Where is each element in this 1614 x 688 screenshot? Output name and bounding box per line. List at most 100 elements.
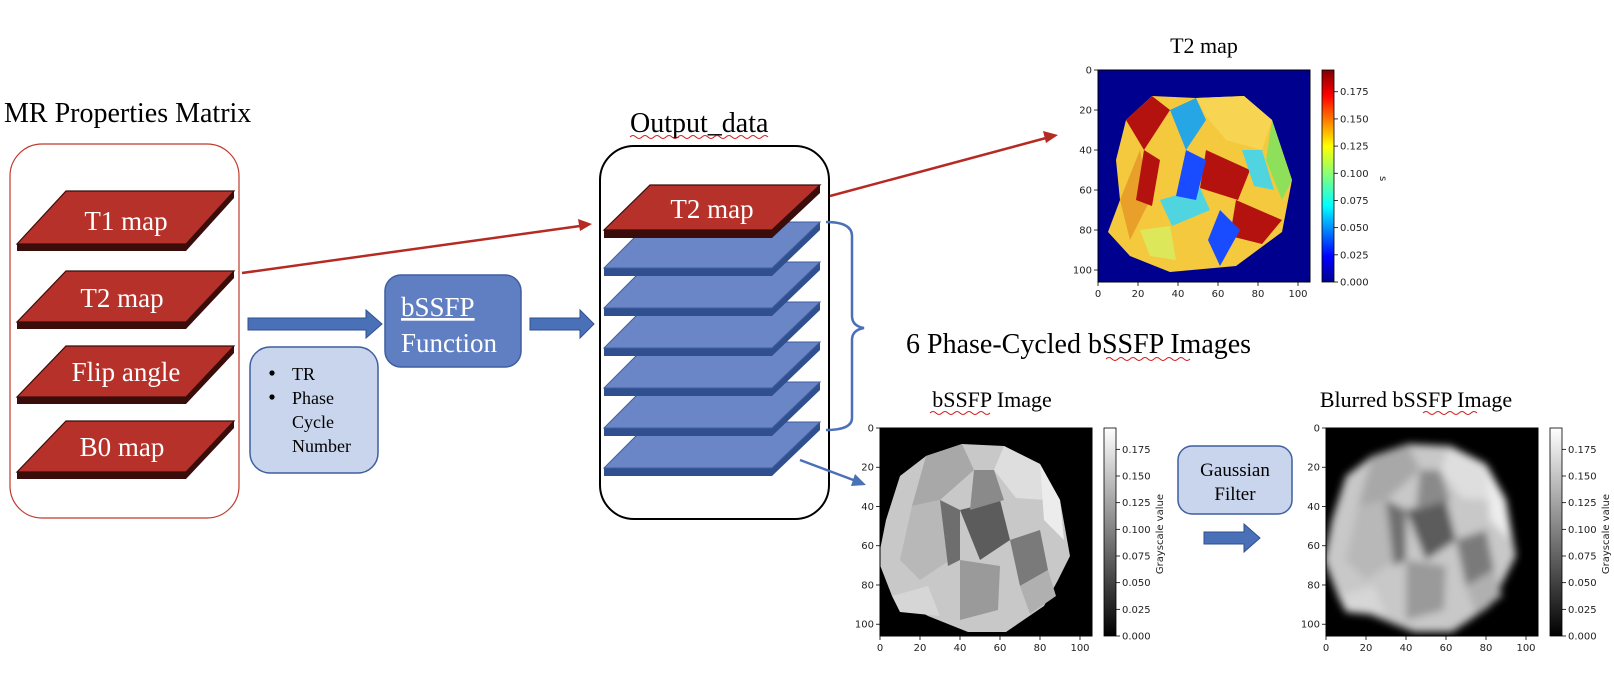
bullet-icon: [269, 394, 275, 400]
cbar-tick-label: 0.025: [1340, 250, 1369, 261]
blurred-title-squiggle: [1422, 411, 1478, 415]
gaussian-filter-box: [1177, 445, 1293, 515]
x-tick-label: 20: [1360, 643, 1373, 654]
cbar-tick-label: 0.050: [1340, 223, 1369, 234]
function-label-1: bSSFP: [401, 292, 475, 322]
blurred-plot-image: [1326, 428, 1538, 636]
gaussian-label-1: Gaussian: [1200, 460, 1270, 481]
t2-colorbar-ticks: 0.000 0.025 0.050 0.075 0.100 0.125 0.150 0.175: [1334, 87, 1369, 289]
blue-layer-stack: [602, 221, 822, 476]
cbar-tick-label: 0.100: [1340, 169, 1369, 180]
x-tick-label: 60: [1212, 289, 1225, 300]
gaussian-label-2: Filter: [1214, 484, 1256, 505]
bssfp-colorbar: [1103, 427, 1117, 637]
bssfp-colorbar-ticks: 0.000 0.025 0.050 0.075 0.100 0.125 0.150 0.175: [1116, 445, 1151, 643]
bssfp-plot-image: [880, 428, 1092, 636]
t2-plot-image: [1098, 70, 1310, 282]
y-tick-label: 20: [1079, 106, 1092, 117]
y-tick-label: 40: [1307, 502, 1320, 513]
blurred-plot-axes: 0 20 40 60 80 100 0 20 40 60 80 100: [1301, 424, 1536, 655]
cbar-tick-label: 0.125: [1122, 498, 1151, 509]
t2-colorbar: [1321, 69, 1335, 283]
y-tick-label: 60: [1307, 541, 1320, 552]
y-tick-label: 80: [1079, 226, 1092, 237]
y-tick-label: 100: [1073, 266, 1092, 277]
function-label-2: Function: [401, 328, 498, 358]
blurred-colorbar-ticks: 0.000 0.025 0.050 0.075 0.100 0.125 0.150 0.175: [1562, 445, 1597, 643]
cbar-tick-label: 0.175: [1122, 445, 1151, 456]
t2-plot-axes: 0 20 40 60 80 100 0 20 40 60 80 100: [1073, 66, 1308, 301]
cbar-tick-label: 0.100: [1122, 525, 1151, 536]
x-tick-label: 60: [994, 643, 1007, 654]
cbar-tick-label: 0.025: [1568, 605, 1597, 616]
bullet-icon: [269, 370, 275, 376]
cbar-tick-label: 0.000: [1568, 632, 1597, 643]
cbar-tick-label: 0.175: [1340, 87, 1369, 98]
x-tick-label: 80: [1034, 643, 1047, 654]
output-title-squiggle: [629, 135, 769, 139]
output-t2-layer: T2 map: [602, 184, 822, 238]
bssfp-plot-frame: [879, 427, 1093, 637]
x-tick-label: 20: [914, 643, 927, 654]
layer-label-t1: T1 map: [84, 206, 167, 236]
param-phase-cycle: Phase Cycle Number: [292, 388, 351, 456]
phase-cycled-label: 6 Phase-Cycled bSSFP Images: [906, 329, 1251, 360]
cbar-tick-label: 0.000: [1122, 632, 1151, 643]
layer-t1-map: T1 map: [15, 190, 236, 251]
x-tick-label: 80: [1480, 643, 1493, 654]
x-tick-label: 40: [1400, 643, 1413, 654]
param-tr: TR: [292, 364, 315, 384]
bssfp-plot-axes: 0 20 40 60 80 100 0 20 40 60 80 100: [855, 424, 1090, 655]
bssfp-colorbar-label: Grayscale value: [1155, 494, 1166, 574]
y-tick-label: 80: [1307, 580, 1320, 591]
x-tick-label: 60: [1440, 643, 1453, 654]
x-tick-label: 40: [954, 643, 967, 654]
layer-b0-map: B0 map: [15, 420, 236, 479]
x-tick-label: 20: [1132, 289, 1145, 300]
cbar-tick-label: 0.150: [1122, 472, 1151, 483]
output-t2-label: T2 map: [670, 194, 753, 224]
x-tick-label: 40: [1172, 289, 1185, 300]
x-tick-label: 100: [1288, 289, 1307, 300]
y-tick-label: 80: [861, 580, 874, 591]
output-title: Output_data: [630, 108, 769, 139]
layer-t2-map: T2 map: [15, 270, 236, 329]
t2-colorbar-label: s: [1377, 176, 1388, 181]
mr-properties-title: MR Properties Matrix: [4, 98, 251, 129]
cbar-tick-label: 0.100: [1568, 525, 1597, 536]
stack-brace: [825, 220, 865, 432]
cbar-tick-label: 0.075: [1122, 552, 1151, 563]
layer-label-flip: Flip angle: [72, 357, 181, 387]
bssfp-title-squiggle: [929, 411, 991, 415]
cbar-tick-label: 0.050: [1568, 578, 1597, 589]
blurred-plot-frame: [1325, 427, 1539, 637]
y-tick-label: 60: [1079, 186, 1092, 197]
blue-arrow-to-blurred: [1203, 522, 1261, 554]
cbar-tick-label: 0.150: [1568, 472, 1597, 483]
y-tick-label: 40: [861, 502, 874, 513]
bssfp-squiggle: [1105, 357, 1191, 361]
t2-plot-title: T2 map: [1170, 33, 1238, 58]
y-tick-label: 100: [855, 620, 874, 631]
blue-arrow-to-function: [247, 308, 383, 340]
blurred-colorbar: [1549, 427, 1563, 637]
cbar-tick-label: 0.125: [1568, 498, 1597, 509]
x-tick-label: 0: [1323, 643, 1329, 654]
x-tick-label: 0: [1095, 289, 1101, 300]
t2-plot-frame: [1097, 69, 1311, 283]
y-tick-label: 40: [1079, 146, 1092, 157]
params-box: [249, 346, 379, 474]
blue-arrow-to-output: [529, 308, 595, 340]
blurred-colorbar-label: Grayscale value: [1601, 494, 1612, 574]
blue-arrow-to-bssfp: [799, 458, 866, 486]
bssfp-function-box: [384, 274, 522, 368]
x-tick-label: 80: [1252, 289, 1265, 300]
x-tick-label: 0: [877, 643, 883, 654]
cbar-tick-label: 0.050: [1122, 578, 1151, 589]
y-tick-label: 0: [1314, 424, 1320, 435]
red-arrow-to-t2-plot: [829, 131, 1058, 198]
layer-label-b0: B0 map: [80, 432, 165, 462]
cbar-tick-label: 0.075: [1568, 552, 1597, 563]
y-tick-label: 20: [1307, 463, 1320, 474]
blurred-plot-title: Blurred bSSFP Image: [1320, 387, 1512, 412]
